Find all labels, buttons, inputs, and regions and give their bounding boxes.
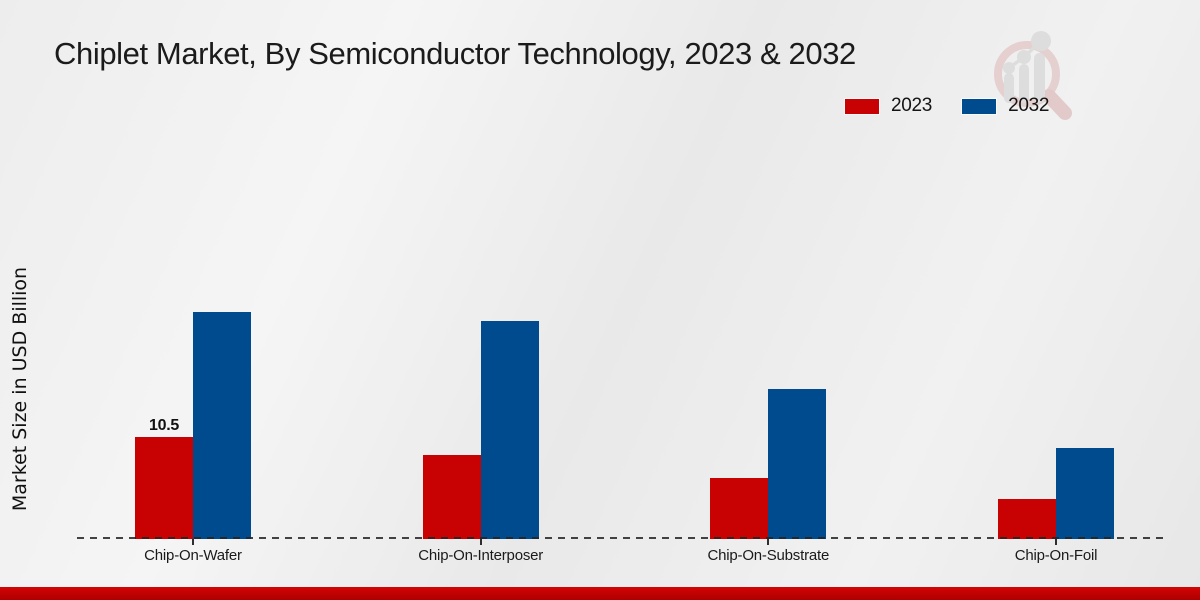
- x-axis-baseline: [77, 537, 1163, 539]
- x-axis-tick: [767, 539, 770, 545]
- legend-swatch-2023: [845, 98, 879, 114]
- bar-2023-chip-on-interposer: [422, 455, 481, 539]
- bar-value-label-chip-on-wafer: 10.5: [149, 416, 179, 434]
- legend-swatch-2032: [962, 98, 997, 114]
- x-axis-tick: [192, 539, 194, 545]
- magnifier-bar-chart-logo-icon: [994, 31, 1072, 120]
- bar-2032-chip-on-foil: [1056, 448, 1114, 539]
- x-axis-label-chip-on-foil: Chip-On-Foil: [1014, 547, 1098, 564]
- legend-label-2032: 2032: [1008, 95, 1050, 116]
- x-axis-tick: [479, 539, 482, 545]
- footer-accent-bar: [0, 587, 1200, 600]
- legend-item-2023: 2023: [845, 95, 932, 117]
- bar-2032-chip-on-interposer: [480, 321, 539, 539]
- bar-2023-chip-on-wafer: [135, 436, 193, 539]
- x-axis-label-chip-on-interposer: Chip-On-Interposer: [418, 547, 544, 564]
- chart-title: Chiplet Market, By Semiconductor Technol…: [54, 36, 856, 71]
- legend: 2023 2032: [845, 95, 1049, 117]
- bar-2032-chip-on-substrate: [768, 389, 827, 539]
- legend-label-2023: 2023: [891, 95, 933, 116]
- x-axis-label-chip-on-substrate: Chip-On-Substrate: [707, 547, 830, 564]
- x-axis-label-chip-on-wafer: Chip-On-Wafer: [144, 547, 242, 564]
- legend-item-2032: 2032: [962, 95, 1049, 117]
- bar-2032-chip-on-wafer: [193, 312, 251, 539]
- bar-2023-chip-on-foil: [998, 498, 1056, 539]
- bar-2023-chip-on-substrate: [710, 478, 769, 539]
- x-axis-tick: [1055, 539, 1057, 545]
